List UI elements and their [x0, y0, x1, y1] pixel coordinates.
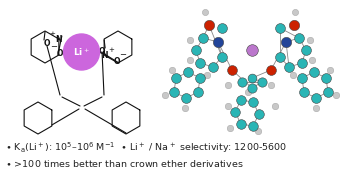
Text: +: + — [108, 47, 114, 53]
Point — [311, 70, 317, 74]
Point — [249, 49, 255, 52]
Point — [219, 56, 225, 59]
Point — [210, 65, 216, 68]
Point — [303, 49, 309, 52]
Point — [227, 126, 233, 129]
Point — [259, 81, 265, 84]
Point — [290, 74, 296, 77]
Point — [268, 84, 274, 87]
Point — [171, 91, 177, 94]
Point — [182, 106, 188, 109]
Point — [256, 112, 262, 115]
Point — [301, 91, 307, 94]
Text: +: + — [49, 31, 55, 37]
Point — [195, 91, 201, 94]
Point — [250, 125, 256, 128]
Point — [272, 105, 278, 108]
Point — [215, 40, 221, 43]
Point — [206, 23, 212, 26]
Text: O: O — [114, 57, 120, 66]
Point — [249, 87, 255, 90]
Text: N: N — [101, 50, 107, 60]
Point — [286, 65, 292, 68]
Point — [200, 36, 206, 40]
Text: O: O — [44, 39, 50, 47]
Point — [169, 68, 175, 71]
Point — [307, 39, 313, 42]
Point — [219, 26, 225, 29]
Point — [268, 68, 274, 71]
Point — [185, 70, 191, 74]
Point — [250, 101, 256, 104]
Point — [238, 122, 244, 125]
Point — [245, 91, 251, 94]
Point — [193, 49, 199, 52]
Point — [197, 77, 203, 80]
Point — [283, 40, 289, 43]
Point — [173, 77, 179, 80]
Point — [225, 84, 231, 87]
Text: N: N — [56, 35, 62, 43]
Point — [197, 61, 203, 64]
Point — [225, 105, 231, 108]
Circle shape — [64, 34, 100, 70]
Point — [255, 129, 261, 132]
Point — [187, 58, 193, 61]
Point — [296, 36, 302, 40]
Text: O: O — [99, 46, 105, 56]
Text: Li$^+$: Li$^+$ — [73, 46, 90, 58]
Text: −: − — [50, 43, 57, 51]
Point — [277, 26, 283, 29]
Point — [229, 68, 235, 71]
Point — [232, 111, 238, 114]
Point — [333, 94, 339, 97]
Point — [239, 81, 245, 84]
Point — [309, 58, 315, 61]
Point — [183, 97, 189, 100]
Point — [299, 77, 305, 80]
Point — [323, 77, 329, 80]
Point — [187, 39, 193, 42]
Point — [291, 23, 297, 26]
Point — [204, 74, 210, 77]
Text: $\bullet$ K$_{\rm a}$(Li$^+$): 10$^5$–10$^6$ M$^{-1}$  $\bullet$ Li$^+$ / Na$^+$: $\bullet$ K$_{\rm a}$(Li$^+$): 10$^5$–10… — [5, 140, 287, 155]
Point — [313, 97, 319, 100]
Point — [292, 10, 298, 13]
Point — [325, 91, 331, 94]
Point — [238, 98, 244, 101]
Point — [313, 106, 319, 109]
Point — [327, 68, 333, 71]
Point — [202, 10, 208, 13]
Point — [277, 56, 283, 59]
Point — [299, 61, 305, 64]
Point — [162, 94, 168, 97]
Text: −: − — [119, 50, 126, 60]
Point — [249, 77, 255, 80]
Text: $\bullet$ >100 times better than crown ether derivatives: $\bullet$ >100 times better than crown e… — [5, 158, 243, 169]
Text: O: O — [56, 49, 63, 57]
